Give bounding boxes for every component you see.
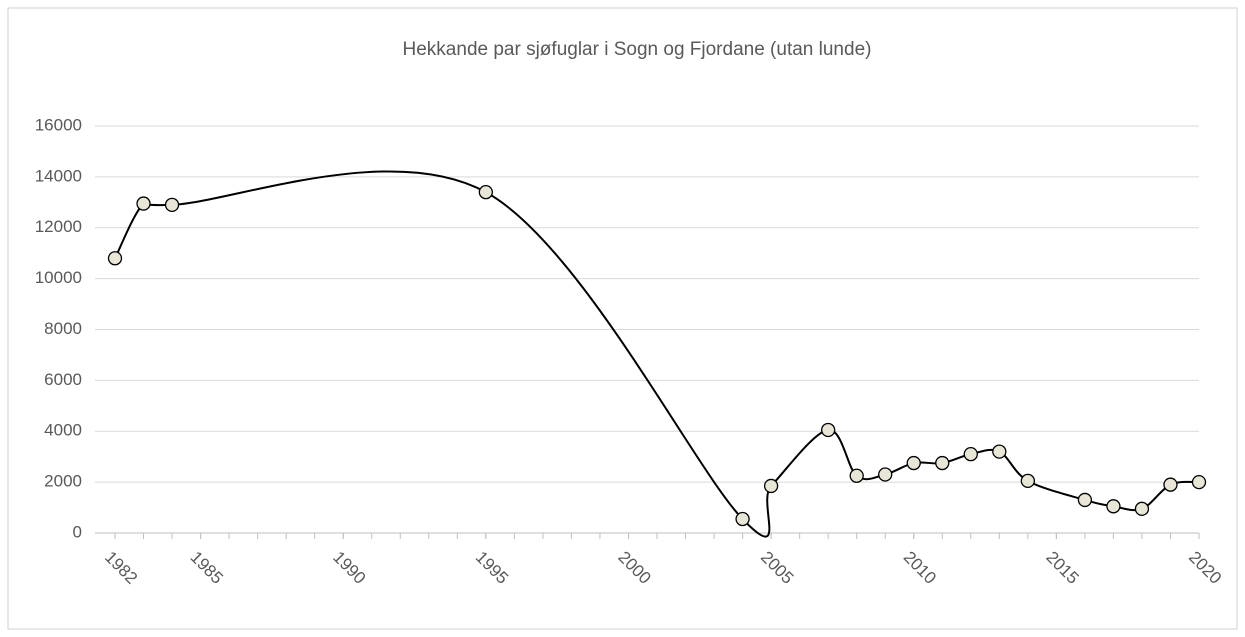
marker — [164, 197, 180, 213]
marker — [1191, 474, 1207, 490]
y-tick-label: 16000 — [35, 115, 82, 134]
y-tick-label: 10000 — [35, 268, 82, 287]
marker — [735, 511, 750, 527]
marker — [1077, 492, 1093, 508]
marker — [478, 184, 493, 200]
marker — [821, 422, 836, 438]
marker — [878, 467, 893, 482]
y-tick-label: 4000 — [44, 421, 82, 440]
marker — [992, 444, 1007, 459]
marker — [1134, 501, 1150, 516]
y-tick-label: 12000 — [35, 217, 82, 236]
y-tick-label: 8000 — [44, 319, 82, 338]
y-tick-label: 14000 — [35, 166, 82, 185]
marker — [935, 455, 950, 471]
y-tick-label: 2000 — [44, 472, 82, 491]
marker — [849, 468, 864, 483]
marker — [107, 251, 123, 266]
marker — [136, 196, 151, 211]
marker — [1020, 473, 1035, 489]
y-tick-label: 0 — [73, 522, 82, 541]
marker — [1106, 499, 1121, 514]
y-tick-label: 6000 — [44, 370, 82, 389]
marker — [1163, 477, 1178, 492]
chart-frame — [7, 7, 1238, 630]
marker — [963, 446, 978, 462]
chart-title: Hekkande par sjøfuglar i Sogn og Fjordan… — [403, 39, 872, 60]
marker — [763, 478, 779, 494]
marker — [906, 455, 921, 471]
